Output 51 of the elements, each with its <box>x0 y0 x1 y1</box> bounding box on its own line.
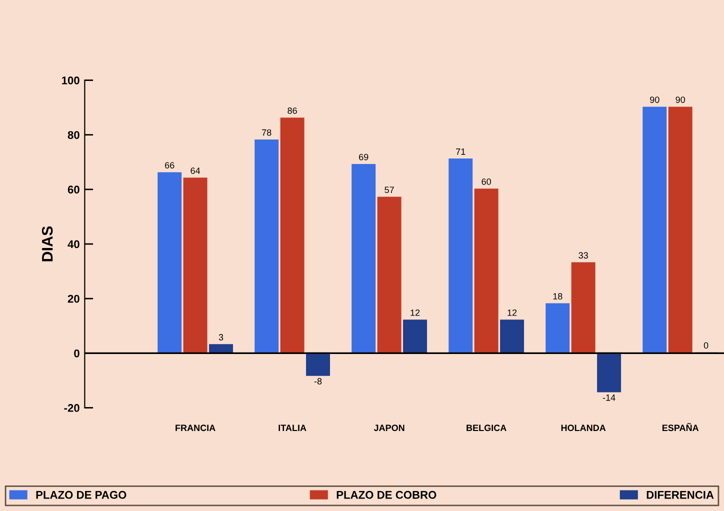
data-label: 78 <box>262 129 272 136</box>
y-tick-label: -20 <box>64 404 80 412</box>
x-tick-label: HOLANDA <box>561 424 606 432</box>
y-tick-label: 20 <box>68 294 80 303</box>
y-axis-title: DIAS <box>42 226 53 262</box>
data-label: 90 <box>676 96 686 103</box>
data-label: 12 <box>410 309 420 316</box>
bar <box>668 106 692 354</box>
data-label: 33 <box>578 252 588 259</box>
x-tick-label: BELGICA <box>466 424 506 432</box>
bar <box>474 188 498 354</box>
bar <box>448 158 473 354</box>
data-label: 64 <box>190 168 200 174</box>
bar <box>377 196 402 354</box>
y-tick-label: 100 <box>62 76 80 84</box>
data-label: 66 <box>165 162 174 168</box>
bar <box>597 352 622 392</box>
bar <box>306 352 330 376</box>
data-label: 60 <box>482 178 491 185</box>
bar <box>254 139 279 354</box>
data-label: 69 <box>359 154 368 160</box>
data-label: 3 <box>218 334 224 340</box>
data-label: -8 <box>314 378 322 384</box>
bar <box>500 320 524 354</box>
bar <box>546 303 570 354</box>
data-label: 90 <box>650 96 660 103</box>
x-tick-label: ITALIA <box>278 424 306 431</box>
y-tick-label: 60 <box>68 186 80 194</box>
x-tick-label: FRANCIA <box>176 424 216 432</box>
bar <box>158 172 182 354</box>
data-label: 71 <box>456 148 466 155</box>
bar <box>403 320 428 354</box>
data-label: 57 <box>384 186 394 194</box>
data-label: 12 <box>508 309 517 316</box>
x-tick-label: JAPON <box>374 424 404 432</box>
x-tick-label: ESPAÑA <box>662 422 699 432</box>
y-tick-label: 0 <box>74 349 80 358</box>
y-tick-label: 80 <box>68 131 80 139</box>
bar <box>352 164 376 354</box>
data-label: 0 <box>704 342 708 349</box>
legend-label: DIFERENCIA <box>646 490 714 499</box>
legend-label: PLAZO DE COBRO <box>336 490 436 499</box>
bar <box>183 178 208 354</box>
bar <box>571 262 596 354</box>
data-label: 86 <box>288 107 297 114</box>
data-label: 18 <box>553 293 562 300</box>
bar <box>642 106 667 354</box>
data-label: -14 <box>602 394 616 401</box>
bar <box>280 118 304 354</box>
legend-label: PLAZO DE PAGO <box>36 490 126 499</box>
y-tick-label: 40 <box>68 240 80 248</box>
